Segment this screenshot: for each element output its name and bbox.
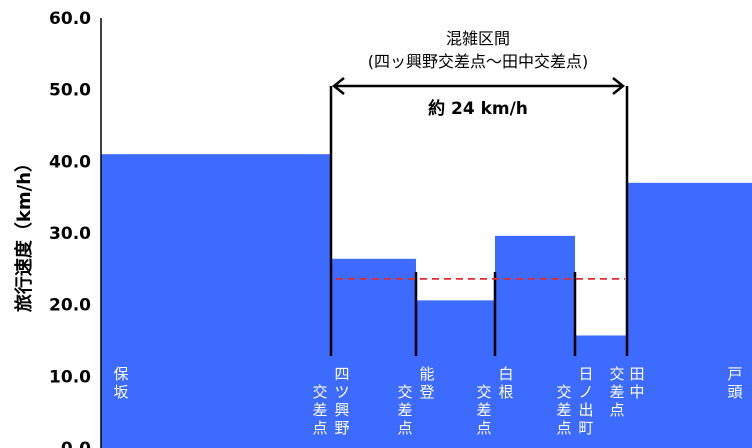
location-label-3: 登 <box>419 383 434 401</box>
location-label-6: 中 <box>629 383 644 401</box>
location-label-4: 根 <box>498 383 513 401</box>
bar-segment-3 <box>416 300 495 448</box>
location-label-5: 交 <box>556 383 571 401</box>
location-label-5: 町 <box>578 419 593 437</box>
location-label-6: 点 <box>609 401 624 419</box>
location-label-4: 点 <box>476 419 491 437</box>
location-label-5: ノ <box>578 383 593 401</box>
bar-segment-5 <box>575 335 627 448</box>
location-label-2: 野 <box>334 419 349 437</box>
y-tick-label: 50.0 <box>49 81 91 101</box>
congested-section-subtitle: (四ッ興野交差点～田中交差点) <box>368 52 589 71</box>
bar-segment-6 <box>627 182 752 448</box>
location-label-2: 興 <box>334 401 349 419</box>
location-label-3: 交 <box>397 383 412 401</box>
location-label-4: 白 <box>498 365 513 383</box>
congested-section-bracket <box>331 77 626 95</box>
location-label-1: 保 <box>113 365 128 383</box>
y-tick-label: 20.0 <box>49 296 91 316</box>
location-label-4: 交 <box>476 383 491 401</box>
location-label-7: 頭 <box>727 383 742 401</box>
location-label-5: 差 <box>556 401 571 419</box>
y-tick-label: 40.0 <box>49 152 91 172</box>
bracket-arrowhead-right <box>612 77 626 95</box>
location-label-3: 差 <box>397 401 412 419</box>
location-label-6: 交 <box>609 365 624 383</box>
location-label-5: 日 <box>578 365 593 383</box>
location-label-2: 差 <box>312 401 327 419</box>
location-label-1: 坂 <box>113 383 128 401</box>
location-label-2: 交 <box>312 383 327 401</box>
location-label-4: 差 <box>476 401 491 419</box>
y-tick-label: 0.0 <box>61 439 91 448</box>
location-label-2: ツ <box>334 383 349 401</box>
location-label-5: 出 <box>578 401 593 419</box>
bar-segment-4 <box>495 235 575 448</box>
location-label-7: 戸 <box>727 365 742 383</box>
bar-segment-1 <box>101 154 331 448</box>
location-label-6: 差 <box>609 383 624 401</box>
location-label-3: 能 <box>419 365 434 383</box>
congested-section-title: 混雑区間 <box>446 29 510 48</box>
average-speed-label: 約 24 km/h <box>428 98 528 119</box>
bar-segment-2 <box>331 258 416 448</box>
y-tick-label: 10.0 <box>49 367 91 387</box>
y-tick-label: 30.0 <box>49 224 91 244</box>
y-axis-label: 旅行速度（km/h） <box>13 154 35 312</box>
bars-group <box>101 154 752 448</box>
bracket-arrowhead-left <box>331 77 345 95</box>
location-label-6: 田 <box>629 365 644 383</box>
y-tick-label: 60.0 <box>49 9 91 29</box>
y-tick-labels: 0.0 10.0 20.0 30.0 40.0 50.0 60.0 <box>49 9 91 448</box>
boundary-markers <box>329 86 629 356</box>
location-label-2: 四 <box>334 365 349 383</box>
location-label-2: 点 <box>312 419 327 437</box>
location-label-5: 点 <box>556 419 571 437</box>
location-label-3: 点 <box>397 419 412 437</box>
